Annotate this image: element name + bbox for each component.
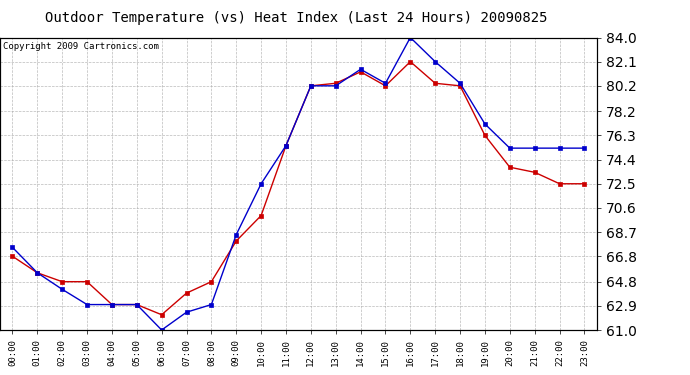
Text: Copyright 2009 Cartronics.com: Copyright 2009 Cartronics.com	[3, 42, 159, 51]
Text: Outdoor Temperature (vs) Heat Index (Last 24 Hours) 20090825: Outdoor Temperature (vs) Heat Index (Las…	[46, 11, 548, 25]
